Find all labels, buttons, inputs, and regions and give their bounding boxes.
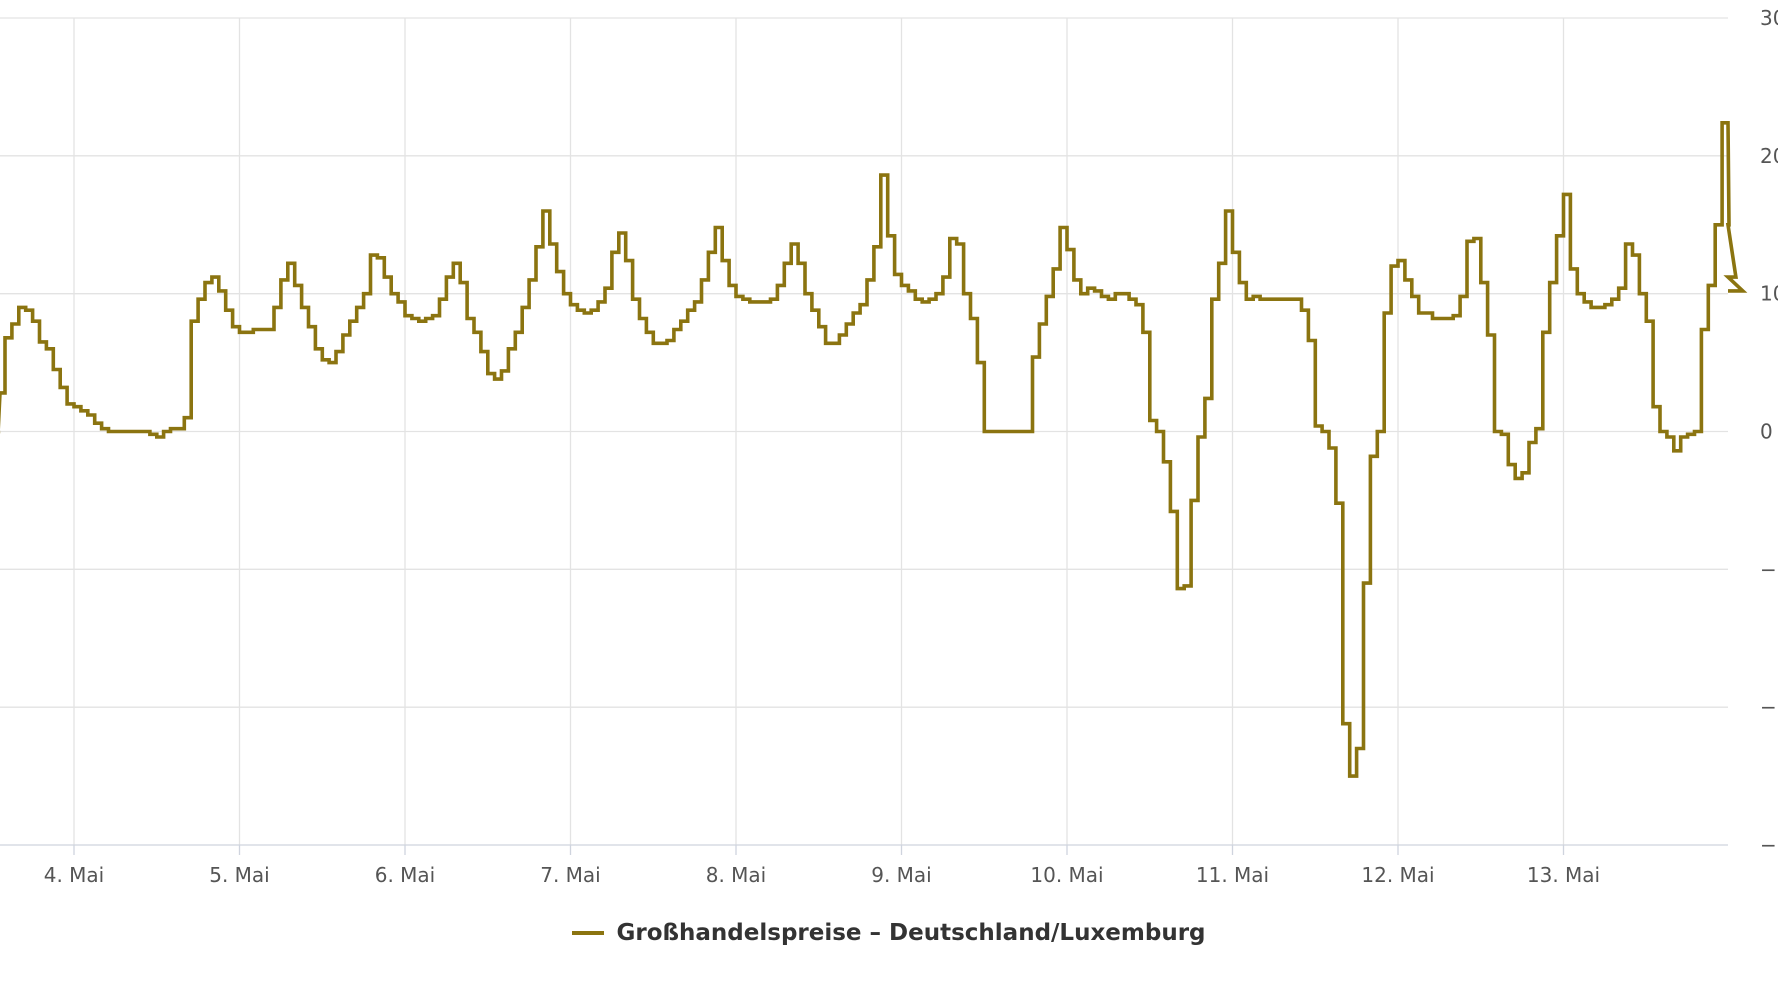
x-tick-label: 13. Mai xyxy=(1527,863,1600,887)
x-tick-label: 6. Mai xyxy=(375,863,436,887)
y-gridlines xyxy=(0,17,1728,846)
x-tick-label: 10. Mai xyxy=(1030,863,1103,887)
legend-label-series: Großhandelspreise – Deutschland/Luxembur… xyxy=(616,920,1206,946)
x-tick-label: 5. Mai xyxy=(209,863,270,887)
x-tick-label: 7. Mai xyxy=(540,863,601,887)
y-tick-label: −2 xyxy=(1760,695,1778,719)
series-line-grosshandelspreise xyxy=(0,121,1748,778)
x-tick-label: 8. Mai xyxy=(706,863,767,887)
x-tick-label: 4. Mai xyxy=(44,863,105,887)
y-tick-label: −1 xyxy=(1760,557,1778,581)
y-tick-label: 20 xyxy=(1760,144,1778,168)
y-tick-label: 0 xyxy=(1760,420,1773,444)
x-tick-label: 12. Mai xyxy=(1361,863,1434,887)
x-tick-label: 11. Mai xyxy=(1196,863,1269,887)
x-tick-label: 9. Mai xyxy=(871,863,932,887)
y-tick-label: −3 xyxy=(1760,833,1778,857)
x-gridlines xyxy=(73,18,1565,855)
series-layer xyxy=(0,121,1748,778)
y-tick-label: 10 xyxy=(1760,282,1778,306)
legend[interactable]: Großhandelspreise – Deutschland/Luxembur… xyxy=(0,920,1778,946)
y-tick-label: 30 xyxy=(1760,6,1778,30)
x-axis-tick-labels: 4. Mai 5. Mai 6. Mai 7. Mai 8. Mai 9. Mai 10. … xyxy=(44,863,1600,887)
legend-swatch xyxy=(572,931,605,935)
y-axis-tick-labels: 30 20 10 0 −1 −2 −3 xyxy=(1760,6,1778,857)
